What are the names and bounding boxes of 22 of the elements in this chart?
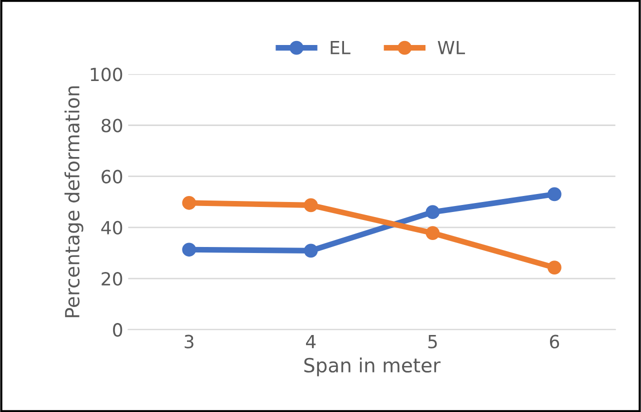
point (304, 198, 318, 212)
y-tick-label: 100 (90, 68, 122, 82)
y-tick-label: 80 (102, 118, 122, 132)
point (548, 187, 562, 202)
y-tick-label: 0 (113, 323, 122, 337)
y-tick-label: 20 (102, 272, 122, 286)
x-tick-label: 4 (306, 335, 316, 348)
point (182, 196, 196, 210)
point (426, 205, 440, 220)
point (182, 242, 196, 257)
x-tick-label: 6 (550, 334, 560, 348)
legend-label: WL (438, 40, 465, 54)
point (304, 244, 318, 258)
x-tick-label: 3 (184, 334, 194, 348)
y-axis-title: Percentage deformation (64, 86, 84, 318)
y-tick-label: 60 (102, 170, 122, 184)
legend-label: EL (330, 40, 350, 54)
point (426, 226, 440, 240)
x-axis-title: Span in meter (304, 357, 441, 376)
y-tick-label: 40 (101, 220, 122, 235)
x-tick-label: 5 (428, 335, 437, 348)
point (548, 260, 562, 274)
